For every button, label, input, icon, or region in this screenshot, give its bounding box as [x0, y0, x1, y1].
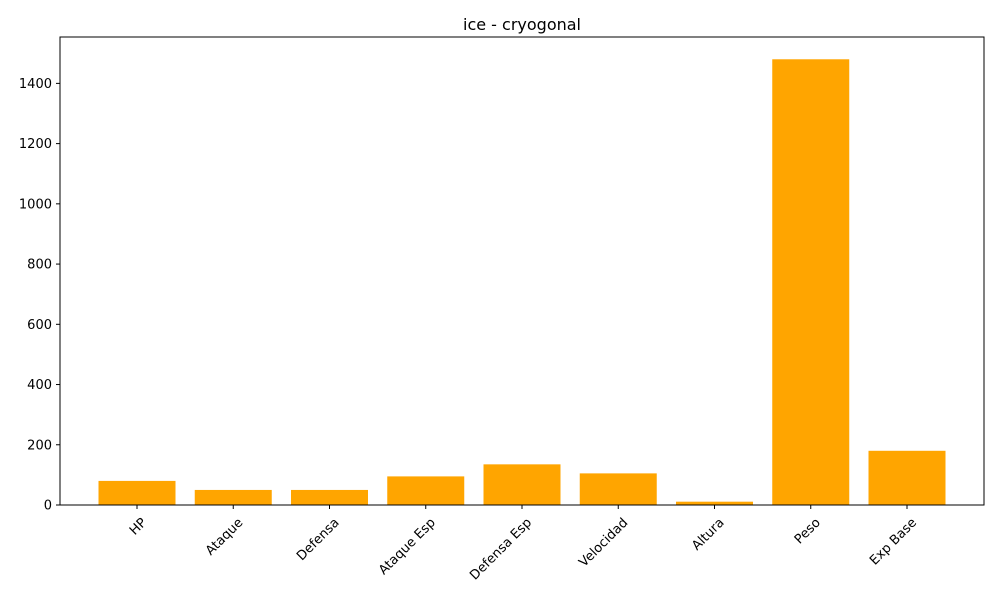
x-tick-label: Exp Base: [867, 515, 920, 568]
y-tick-label: 0: [44, 499, 52, 514]
plot-frame: [59, 36, 985, 506]
y-tick-label: 800: [27, 258, 52, 273]
bar-velocidad: [579, 473, 657, 505]
x-tick-label: Ataque Esp: [376, 515, 439, 578]
bar-peso: [772, 59, 850, 506]
bars-group: [98, 59, 946, 506]
x-tick-label: Defensa: [294, 515, 342, 563]
bar-hp: [98, 480, 176, 505]
bar-exp-base: [868, 450, 946, 505]
y-tick-label: 200: [27, 438, 52, 453]
chart-title: ice - cryogonal: [463, 15, 581, 34]
x-axis: HP Ataque Defensa Ataque Esp Defensa Esp Velo…: [127, 505, 920, 583]
y-tick-label: 600: [27, 318, 52, 333]
x-tick-label: Ataque: [203, 515, 246, 558]
x-tick-label: Peso: [792, 515, 824, 547]
bar-defensa: [291, 489, 368, 505]
bar-ataque-esp: [387, 476, 465, 505]
bar-ataque: [194, 489, 272, 505]
y-tick-label: 1200: [19, 137, 52, 152]
y-tick-label: 1000: [19, 197, 52, 212]
y-tick-label: 1400: [19, 77, 52, 92]
bar-altura: [676, 501, 753, 505]
x-tick-label: Defensa Esp: [467, 515, 535, 583]
x-tick-label: Velocidad: [576, 515, 631, 570]
x-tick-label: Altura: [689, 515, 727, 553]
y-tick-label: 400: [27, 378, 52, 393]
bar-defensa-esp: [483, 464, 561, 505]
y-axis: 0 200 400 600 800 1000 1200 1400: [19, 77, 60, 514]
x-tick-label: HP: [127, 515, 150, 538]
